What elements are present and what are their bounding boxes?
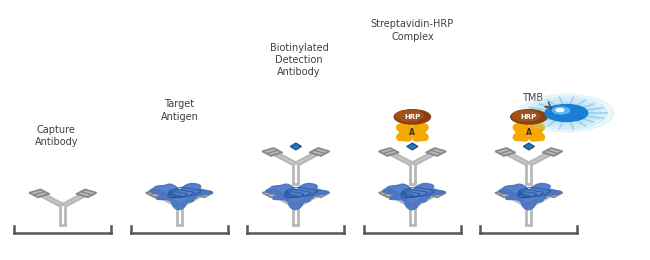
Polygon shape	[77, 189, 97, 197]
Polygon shape	[379, 189, 398, 197]
Polygon shape	[426, 148, 446, 156]
Circle shape	[545, 105, 588, 121]
Text: Streptavidin-HRP
Complex: Streptavidin-HRP Complex	[370, 20, 454, 42]
Polygon shape	[309, 189, 330, 197]
Circle shape	[396, 110, 423, 121]
Text: A: A	[410, 128, 415, 137]
Polygon shape	[29, 189, 49, 197]
Circle shape	[526, 97, 607, 129]
Circle shape	[519, 94, 614, 132]
Circle shape	[395, 110, 430, 124]
Circle shape	[532, 99, 601, 127]
Circle shape	[539, 102, 594, 124]
Text: HRP: HRP	[404, 114, 421, 120]
Polygon shape	[262, 148, 282, 156]
Circle shape	[513, 110, 540, 121]
Text: HRP: HRP	[521, 114, 537, 120]
Circle shape	[552, 107, 569, 114]
Polygon shape	[379, 148, 398, 156]
Polygon shape	[495, 189, 515, 197]
Text: A: A	[526, 128, 532, 137]
Polygon shape	[402, 128, 422, 136]
Polygon shape	[309, 148, 330, 156]
Circle shape	[556, 108, 564, 112]
Text: Target
Antigen: Target Antigen	[161, 99, 198, 121]
Text: TMB: TMB	[522, 93, 543, 103]
Polygon shape	[543, 148, 562, 156]
Circle shape	[511, 110, 547, 124]
Polygon shape	[426, 189, 446, 197]
Polygon shape	[291, 143, 302, 150]
Text: Capture
Antibody: Capture Antibody	[34, 125, 78, 147]
Text: Biotinylated
Detection
Antibody: Biotinylated Detection Antibody	[270, 43, 328, 77]
Polygon shape	[523, 143, 534, 150]
Polygon shape	[146, 189, 166, 197]
Polygon shape	[193, 189, 213, 197]
Polygon shape	[519, 128, 540, 136]
Polygon shape	[407, 143, 418, 150]
Polygon shape	[382, 184, 445, 210]
Polygon shape	[266, 184, 329, 210]
Polygon shape	[150, 184, 212, 210]
Polygon shape	[543, 189, 562, 197]
Polygon shape	[495, 148, 515, 156]
Polygon shape	[499, 184, 562, 210]
Polygon shape	[262, 189, 282, 197]
